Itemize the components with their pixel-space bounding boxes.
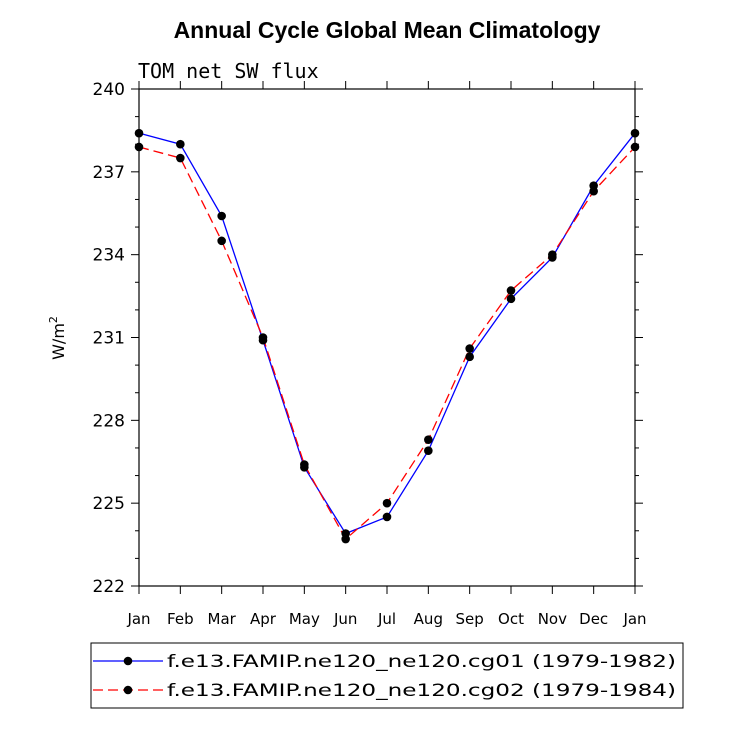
plot-area	[138, 88, 636, 587]
series-1-point	[176, 139, 185, 149]
y-tick-label: 225	[93, 494, 125, 514]
series-2-point	[465, 344, 474, 353]
legend-label-2: f.e13.FAMIP.ne120_ne120.cg02 (1979-1984)	[167, 681, 676, 701]
series-1-point	[424, 446, 433, 456]
y-axis-label-exponent: 2	[47, 316, 60, 323]
x-tick-label: Nov	[538, 610, 567, 628]
series-1-point	[630, 128, 640, 138]
series-1-point	[465, 352, 474, 362]
series-2-point	[589, 186, 598, 196]
x-tick-label: Aug	[414, 610, 443, 628]
series-2-point	[506, 286, 516, 295]
x-tick-label: Jan	[622, 610, 646, 628]
series-2-point	[176, 153, 185, 163]
series-2-point	[382, 498, 392, 508]
series-line-2	[138, 146, 636, 541]
y-axis-label: W/m2	[47, 316, 68, 360]
x-tick-label: Jun	[333, 610, 357, 628]
series-2-point	[630, 142, 640, 152]
series-2-point	[217, 236, 226, 246]
y-tick-label: 234	[93, 246, 125, 266]
y-tick-label: 237	[93, 163, 125, 183]
x-axis: Jan Feb Mar Apr May Jun Jul Aug Sep Oct Nov Dec Jan	[126, 81, 647, 628]
x-tick-label: Sep	[456, 610, 484, 628]
series-2-point	[548, 250, 557, 259]
legend-box	[90, 642, 684, 709]
legend-marker-1	[123, 656, 133, 666]
y-axis-label-unit: W/m	[49, 323, 68, 360]
series-line-1	[138, 132, 636, 535]
series-points	[134, 128, 640, 544]
series-2-point	[134, 142, 144, 152]
x-tick-label: Jul	[377, 610, 396, 628]
chart-title: Annual Cycle Global Mean Climatology	[174, 17, 601, 43]
series-2-point	[258, 333, 268, 342]
x-tick-label: May	[289, 610, 320, 628]
svg-text:W/m2: W/m2	[47, 316, 68, 360]
x-tick-label: Apr	[250, 610, 277, 628]
y-tick-label: 222	[93, 577, 125, 597]
legend-marker-2	[123, 685, 133, 695]
series-lines	[138, 132, 636, 541]
y-tick-label: 240	[93, 80, 125, 100]
x-tick-label: Jan	[126, 610, 150, 628]
x-tick-label: Oct	[498, 610, 524, 628]
x-tick-label: Dec	[579, 610, 608, 628]
series-2-point	[424, 435, 433, 444]
legend: f.e13.FAMIP.ne120_ne120.cg01 (1979-1982)…	[93, 652, 676, 701]
y-axis: 222 225 228 231 234 237 240	[93, 80, 643, 597]
series-2-point	[341, 534, 350, 544]
series-1-point	[134, 128, 144, 138]
series-1-point	[382, 512, 392, 522]
y-tick-label: 231	[93, 329, 125, 349]
series-1-point	[217, 211, 226, 221]
legend-label-1: f.e13.FAMIP.ne120_ne120.cg01 (1979-1982)	[167, 652, 676, 672]
x-tick-label: Feb	[167, 610, 194, 628]
y-tick-label: 228	[93, 411, 125, 431]
series-2-point	[300, 460, 309, 469]
series-1-point	[506, 294, 516, 304]
chart-subtitle: TOM net SW flux	[138, 59, 319, 83]
x-tick-label: Mar	[208, 610, 237, 628]
